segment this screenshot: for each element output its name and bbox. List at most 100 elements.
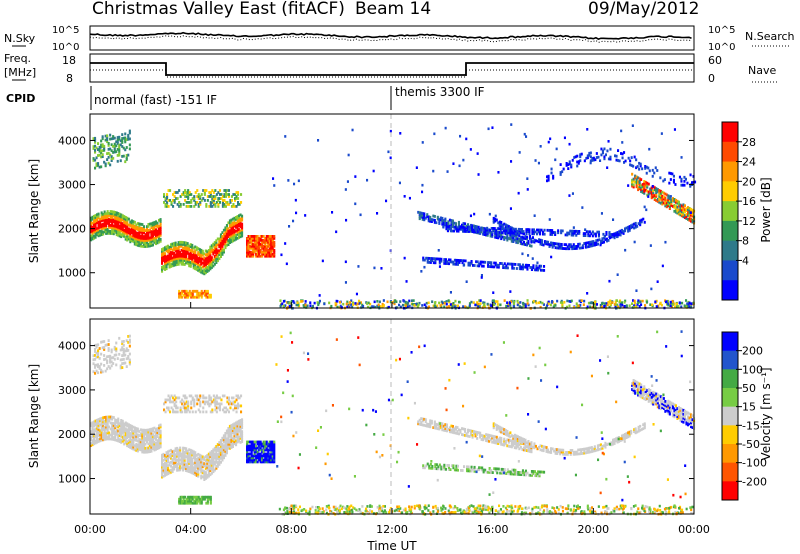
power-echo-cell [97,224,100,228]
power-noise-cell [458,164,461,168]
velocity-echo-cell [96,418,99,422]
velocity-echo-cell [91,431,94,435]
power-echo-cell [221,251,224,254]
velocity-patch-cell [252,460,255,464]
power-echo-cell [99,229,102,233]
power-ground-cell [477,304,480,308]
power-echo-cell [151,239,154,243]
power-echo-cell [144,243,147,246]
velocity-upper-cell [109,358,112,362]
velocity-patch-cell [259,444,262,448]
power-upper-cell [100,149,103,153]
power-arc3-cell [504,223,507,227]
power-mid-cell [181,193,184,196]
power-dusk-cell [650,186,653,190]
velocity-echo-cell [145,428,148,432]
power-echo-cell [228,235,231,239]
power-echo-cell [164,254,167,258]
power-echo-cell [179,256,182,260]
power-ground-cell [362,305,365,308]
power-echo-cell [192,246,195,250]
power-echo-cell [90,238,93,242]
power-arc3-cell [581,244,584,248]
velocity-echo-cell [207,464,210,468]
power-echo-cell [221,253,224,256]
power-ground-cell [686,302,689,305]
power-patch-cell [267,252,270,256]
power-arc2-cell [467,261,470,265]
power-arc3-cell [494,219,497,223]
power-arc2-cell [521,267,524,271]
velocity-echo-cell [154,442,157,445]
power-echo-cell [135,241,138,245]
velocity-mid-cell [235,410,238,414]
power-mid-cell [166,205,169,208]
velocity-echo-cell [142,450,145,454]
power-arc4-cell [539,228,542,232]
velocity-echo-cell [210,450,213,453]
power-upper2-cell [680,179,683,183]
power-echo-cell [182,258,185,262]
velocity-echo-cell [171,462,174,465]
power-arc3-cell [556,246,559,250]
velocity-echo-cell [239,421,242,424]
power-echo-cell [182,241,185,244]
power-arc3-cell [566,245,569,249]
power-echo-cell [206,266,209,269]
power-ground-cell [624,299,627,303]
velocity-echo-cell [132,425,135,429]
power-noise-cell [476,152,479,155]
velocity-patch-cell [265,442,268,446]
power-patch-cell [255,244,258,248]
power-arc2-cell [512,262,515,266]
power-noise-cell [633,240,636,244]
velocity-echo-cell [182,464,185,468]
power-echo-cell [191,257,194,261]
power-echo-cell [161,250,164,253]
power-mid-cell [203,189,206,192]
power-arc4-cell [537,228,540,232]
velocity-echo-cell [203,478,206,481]
velocity-echo-cell [209,467,212,471]
power-arc4-cell [614,233,617,237]
velocity-patch-cell [264,458,267,462]
power-upper-cell [125,138,128,141]
power-ground-cell [445,302,448,306]
power-ground-cell [406,303,409,306]
velocity-patch-cell [256,452,259,456]
velocity-low-cell [188,495,191,499]
power-echo-cell [156,233,159,237]
power-arc3-cell [550,243,553,247]
power-arc4-cell [510,231,513,235]
velocity-echo-cell [103,420,106,423]
power-echo-cell [177,253,180,256]
power-ground-cell [482,301,485,304]
velocity-patch-cell [261,444,264,448]
velocity-echo-cell [210,467,213,471]
power-arc3-cell [550,241,553,245]
power-echo-cell [115,219,118,223]
velocity-echo-cell [182,448,185,452]
power-heatmap-data [90,123,697,310]
power-arc3-cell [599,239,602,243]
power-echo-cell [239,221,242,225]
power-arc4-cell [554,231,557,234]
power-mid-cell [220,193,223,196]
power-dusk-cell [641,187,644,190]
power-echo-cell [185,247,188,251]
power-ground-cell [348,305,351,309]
power-ground-cell [352,301,355,305]
power-echo-cell [147,234,150,238]
power-echo-cell [170,265,173,268]
power-echo-cell [192,266,195,270]
velocity-patch-cell [264,448,267,452]
power-arc4-cell [483,228,486,232]
power-mid-cell [176,203,179,206]
power-echo-cell [191,245,194,249]
power-arc1-cell [423,214,426,218]
velocity-echo-cell [212,458,215,462]
velocity-upper-cell [113,345,116,349]
power-arc4-cell [514,229,517,233]
power-ground-cell [572,306,575,309]
velocity-echo-cell [102,428,105,432]
